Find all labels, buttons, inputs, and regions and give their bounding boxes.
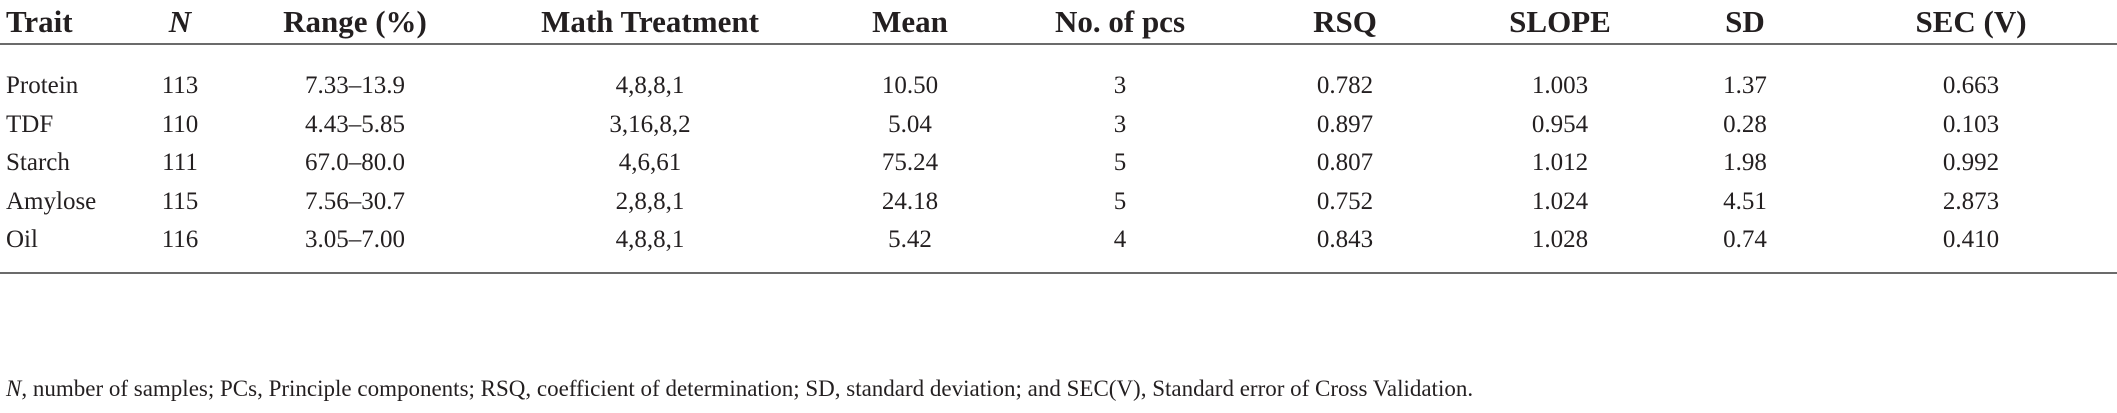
cell-math-treatment: 3,16,8,2 [609, 110, 691, 138]
table-row: Starch 111 67.0–80.0 4,6,61 75.24 5 0.807 1.012… [0, 144, 2117, 183]
cell-sec-v: 0.992 [1942, 149, 2000, 177]
header-math-treatment: Math Treatment [485, 0, 815, 45]
cell-range: 3.05–7.00 [305, 226, 405, 254]
cell-no-of-pcs: 4 [1113, 226, 1127, 254]
data-table-container: Trait N Range (%) Math Treatment Mean No… [0, 0, 2117, 274]
cell-mean: 10.50 [881, 72, 939, 100]
cell-sd: 1.37 [1723, 72, 1767, 100]
header-sd: SD [1665, 0, 1825, 45]
cell-math-treatment: 4,8,8,1 [615, 72, 685, 100]
cell-math-treatment: 4,8,8,1 [615, 226, 685, 254]
cell-mean: 75.24 [881, 149, 939, 177]
calibration-statistics-table: Trait N Range (%) Math Treatment Mean No… [0, 0, 2117, 274]
cell-range: 4.43–5.85 [305, 110, 405, 138]
table-row: TDF 110 4.43–5.85 3,16,8,2 5.04 3 0.897 0.954 0.… [0, 106, 2117, 145]
cell-rsq: 0.782 [1316, 72, 1374, 100]
cell-slope: 0.954 [1531, 110, 1589, 138]
table-footnote: N, number of samples; PCs, Principle com… [6, 376, 1473, 402]
table-row: Oil 116 3.05–7.00 4,8,8,1 5.42 4 0.843 1.028 0.7… [0, 221, 2117, 260]
header-slope: SLOPE [1455, 0, 1665, 45]
cell-n: 113 [161, 72, 199, 100]
cell-trait: Starch [6, 149, 70, 177]
footnote-symbol: N [6, 376, 22, 401]
header-mean: Mean [815, 0, 1005, 45]
cell-sec-v: 0.410 [1942, 226, 2000, 254]
cell-no-of-pcs: 5 [1113, 149, 1127, 177]
cell-rsq: 0.807 [1316, 149, 1374, 177]
cell-no-of-pcs: 5 [1113, 187, 1127, 215]
header-trait: Trait [0, 0, 135, 45]
cell-sd: 4.51 [1723, 187, 1767, 215]
cell-range: 7.33–13.9 [305, 72, 405, 100]
cell-rsq: 0.843 [1316, 226, 1374, 254]
cell-sec-v: 0.663 [1942, 72, 2000, 100]
cell-sec-v: 0.103 [1942, 110, 2000, 138]
table-row: Protein 113 7.33–13.9 4,8,8,1 10.50 3 0.782 1.0… [0, 67, 2117, 106]
cell-sd: 0.28 [1723, 110, 1767, 138]
cell-no-of-pcs: 3 [1113, 72, 1127, 100]
cell-math-treatment: 2,8,8,1 [615, 187, 685, 215]
cell-mean: 5.42 [888, 226, 932, 254]
header-rsq: RSQ [1235, 0, 1455, 45]
cell-trait: Amylose [6, 187, 97, 215]
cell-slope: 1.003 [1531, 72, 1589, 100]
cell-slope: 1.024 [1531, 187, 1589, 215]
cell-trait: Oil [6, 226, 38, 254]
cell-sd: 0.74 [1723, 226, 1767, 254]
cell-range: 7.56–30.7 [305, 187, 405, 215]
cell-rsq: 0.752 [1316, 187, 1374, 215]
cell-mean: 24.18 [881, 187, 939, 215]
header-no-of-pcs: No. of pcs [1005, 0, 1235, 45]
cell-math-treatment: 4,6,61 [618, 149, 682, 177]
header-range: Range (%) [225, 0, 485, 45]
cell-n: 116 [161, 226, 199, 254]
cell-trait: Protein [6, 72, 79, 100]
header-sec-v: SEC (V) [1825, 0, 2117, 45]
cell-slope: 1.012 [1531, 149, 1589, 177]
cell-rsq: 0.897 [1316, 110, 1374, 138]
cell-n: 110 [161, 110, 199, 138]
cell-slope: 1.028 [1531, 226, 1589, 254]
footnote-text: , number of samples; PCs, Principle comp… [21, 376, 1474, 401]
table-row: Amylose 115 7.56–30.7 2,8,8,1 24.18 5 0.752 1.0… [0, 183, 2117, 222]
cell-trait: TDF [6, 110, 54, 138]
cell-sd: 1.98 [1723, 149, 1767, 177]
cell-mean: 5.04 [888, 110, 932, 138]
header-n: N [135, 0, 225, 45]
cell-sec-v: 2.873 [1942, 187, 2000, 215]
cell-n: 115 [161, 187, 199, 215]
cell-no-of-pcs: 3 [1113, 110, 1127, 138]
cell-range: 67.0–80.0 [305, 149, 405, 177]
cell-n: 111 [162, 149, 198, 177]
header-row: Trait N Range (%) Math Treatment Mean No… [0, 0, 2117, 45]
